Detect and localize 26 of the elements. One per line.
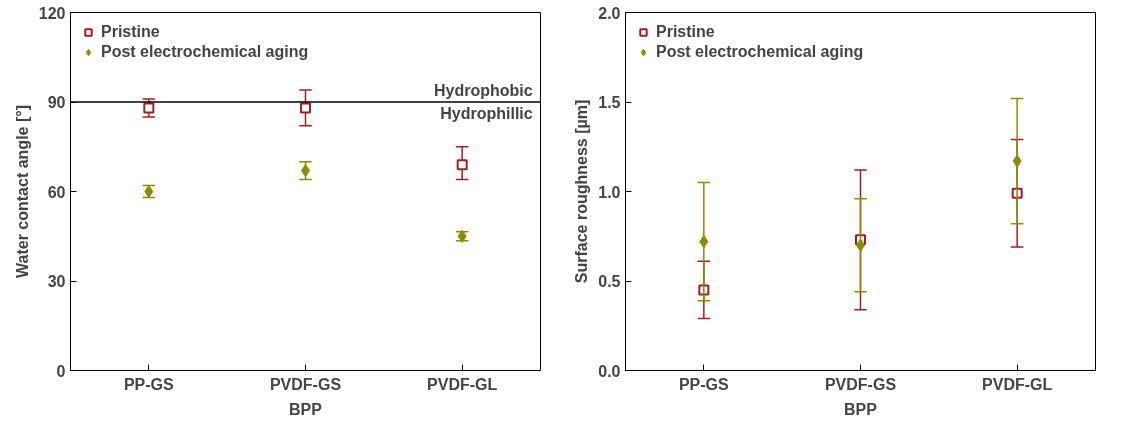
legend-label: Post electrochemical aging: [101, 43, 309, 61]
x-tick-label: PVDF-GL: [427, 375, 498, 393]
y-tick-label: 0: [56, 362, 66, 380]
y-axis-title: Surface roughness [µm]: [573, 99, 591, 284]
y-tick-label: 0.5: [598, 273, 621, 290]
y-axis-title: Water contact angle [°]: [13, 105, 31, 278]
ref-line-label: Hydrophobic: [434, 82, 533, 99]
y-tick-label: 1.0: [598, 183, 621, 201]
x-axis-title: BPP: [844, 400, 878, 418]
y-tick-label: 60: [47, 183, 66, 201]
x-tick-label: PP-GS: [678, 375, 730, 393]
y-tick-label: 1.5: [598, 94, 621, 111]
legend-label: Post electrochemical aging: [656, 43, 864, 61]
legend-label: Pristine: [101, 23, 160, 41]
y-tick-label: 30: [47, 273, 66, 290]
y-tick-label: 2.0: [598, 4, 621, 22]
x-tick-label: PP-GS: [123, 375, 175, 393]
x-tick-label: PVDF-GS: [824, 375, 897, 393]
y-tick-label: 90: [47, 94, 66, 111]
x-tick-label: PVDF-GL: [982, 375, 1053, 393]
legend-label: Pristine: [656, 23, 715, 41]
x-axis-title: BPP: [289, 400, 323, 418]
x-tick-label: PVDF-GS: [269, 375, 342, 393]
annotation: Hydrophillic: [440, 105, 533, 122]
y-tick-label: 0.0: [598, 362, 621, 380]
y-tick-label: 120: [38, 4, 66, 22]
